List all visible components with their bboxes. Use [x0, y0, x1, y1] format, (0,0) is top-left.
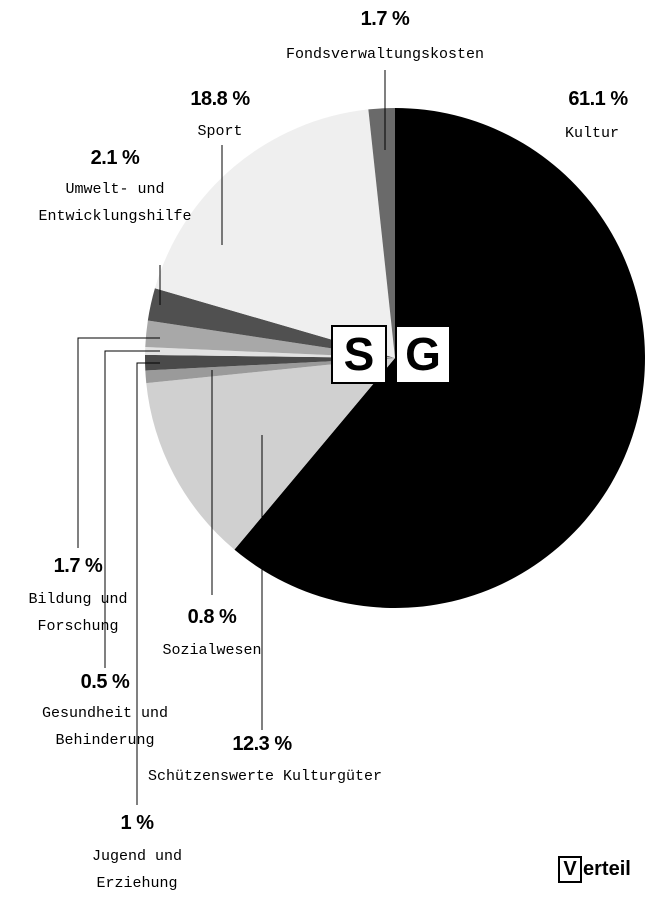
- slice-label: Jugend und Erziehung: [91, 848, 183, 892]
- value-label: 61.1 %: [568, 88, 628, 110]
- value-label: 18.8 %: [190, 88, 250, 110]
- value-label: 1.7 %: [360, 8, 410, 30]
- slice-label: Kultur: [564, 125, 620, 142]
- slice-label: Bildung und Forschung: [28, 591, 128, 635]
- pie-slice: [146, 358, 395, 550]
- slice-label: Fondsverwaltungskosten: [285, 46, 485, 63]
- value-label: 2.1 %: [90, 147, 140, 169]
- value-label: 0.8 %: [187, 606, 237, 628]
- slice-label: Sozialwesen: [162, 642, 262, 659]
- footer-initial: V: [558, 856, 582, 883]
- slice-label: Gesundheit und Behinderung: [41, 705, 169, 749]
- leader-line: [104, 350, 160, 668]
- footer-text: erteil: [583, 858, 631, 880]
- pie-slice: [154, 109, 395, 358]
- value-label: 1.7 %: [53, 555, 103, 577]
- value-label: 0.5 %: [80, 671, 130, 693]
- pie-slice: [368, 108, 395, 358]
- leader-line: [136, 362, 160, 805]
- value-label: 1 %: [120, 812, 154, 834]
- value-label: 12.3 %: [232, 733, 292, 755]
- logo-letter: S: [331, 325, 387, 384]
- slice-label: Umwelt- und Entwicklungshilfe: [38, 181, 192, 225]
- slice-label: Schützenswerte Kulturgüter: [147, 768, 383, 785]
- slice-label: Sport: [197, 123, 243, 140]
- leader-line: [77, 337, 160, 548]
- logo-letter: G: [395, 325, 451, 384]
